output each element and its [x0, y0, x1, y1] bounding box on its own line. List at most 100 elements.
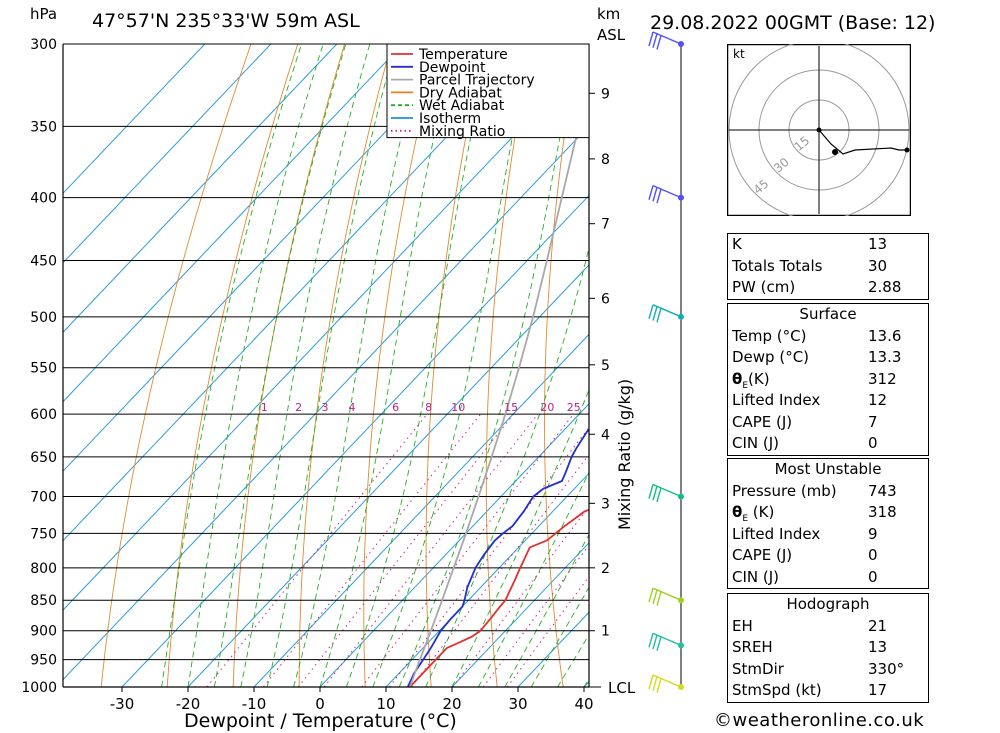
- wet-adiabat-line: [478, 471, 589, 687]
- x-tick-label: 0: [315, 695, 325, 713]
- wind-barb-feather: [652, 634, 658, 650]
- pw-row: PW (cm) 2.88: [732, 278, 902, 296]
- stmdir-row: StmDir 330°: [732, 659, 905, 678]
- pressure-tick-label: 800: [30, 561, 57, 577]
- mixing-ratio-label: 6: [392, 401, 399, 414]
- wind-barb-feather: [652, 589, 658, 605]
- wind-barb-feather: [648, 31, 654, 47]
- wet-adiabat-line: [345, 44, 491, 687]
- isotherm-line: [517, 611, 589, 687]
- wind-barb-feather: [656, 678, 662, 693]
- x-tick-label: 20: [442, 695, 461, 713]
- wind-barb-feather: [652, 33, 658, 48]
- hodograph-title: Hodograph: [786, 595, 870, 613]
- mixing-ratio-label: 10: [451, 401, 465, 414]
- wind-barb-feather: [652, 676, 658, 691]
- isotherm-line: [63, 44, 470, 472]
- isotherm-line: [63, 44, 536, 542]
- surface-table: Surface Temp (°C) 13.6 Dewp (°C) 13.3 θE(K…: [727, 303, 929, 456]
- profile-lines: [406, 84, 589, 687]
- wet-adiabat-line: [557, 633, 589, 687]
- wind-barb-staff: [652, 31, 682, 45]
- eh-row: EH 21: [732, 616, 888, 635]
- hodograph-end-dot: [904, 147, 910, 153]
- wet-adiabat-line: [372, 44, 532, 687]
- wind-barb-feather: [648, 633, 654, 648]
- wind-barb-feather: [656, 636, 662, 651]
- dry-adiabat-line: [232, 44, 346, 687]
- wind-barb-feather: [656, 308, 662, 323]
- dry-adiabat-line: [656, 44, 696, 687]
- wet-adiabat-line: [240, 44, 371, 687]
- surface-cape-row: CAPE (J) 7: [732, 412, 878, 431]
- wind-barb-staff: [652, 483, 682, 498]
- hodograph-track: [816, 127, 910, 155]
- totals-totals-row: Totals Totals 30: [732, 256, 888, 275]
- surface-theta-row: θE(K) 312: [732, 369, 897, 391]
- wind-barb-feather: [656, 35, 662, 50]
- wind-barb-feather: [648, 484, 654, 499]
- pressure-tick-label: 750: [30, 526, 57, 542]
- lcl-label: LCL: [608, 679, 636, 697]
- wet-adiabat-line: [187, 44, 324, 687]
- pressure-tick-label: 300: [30, 37, 57, 53]
- x-tick-label: 40: [574, 695, 593, 713]
- isotherm-line: [63, 44, 404, 403]
- wind-barb-staff: [652, 587, 682, 601]
- isotherm-line: [253, 333, 589, 687]
- location-title: 47°57'N 235°33'W 59m ASL: [92, 10, 360, 32]
- wet-adiabat-line: [266, 44, 397, 687]
- pressure-tick-label: 600: [30, 407, 57, 423]
- mixing-ratio-label: 15: [504, 401, 518, 414]
- x-axis-label: Dewpoint / Temperature (°C): [184, 710, 457, 732]
- surface-temp-row: Temp (°C) 13.6: [732, 326, 902, 345]
- isotherm-line: [63, 44, 338, 333]
- pressure-tick-label: 1000: [21, 680, 57, 696]
- series-parcel-trajectory: [408, 84, 589, 687]
- legend-entry: Mixing Ratio: [419, 124, 505, 140]
- pressure-tick-label: 950: [30, 653, 57, 669]
- dry-adiabat-line: [709, 44, 720, 687]
- km-tick-label: 5: [601, 358, 610, 374]
- datetime-header: 29.08.2022 00GMT (Base: 12): [650, 12, 935, 34]
- km-tick-label: 2: [601, 561, 610, 577]
- credit-text: ©weatheronline.co.uk: [714, 710, 925, 731]
- isotherm-line: [63, 55, 589, 611]
- dry-adiabat-line: [544, 44, 580, 687]
- background-lines: [63, 44, 720, 687]
- storm-motion-dot: [832, 149, 838, 155]
- x-tick-label: -10: [242, 695, 267, 713]
- mu-theta-row: θE (K) 318: [732, 503, 897, 524]
- wind-barb-feather: [648, 674, 654, 690]
- pressure-tick-label: 350: [30, 119, 57, 135]
- k-index-row: K 13: [732, 235, 888, 253]
- stmspd-row: StmSpd (kt) 17: [732, 681, 888, 699]
- legend-entry: Dry Adiabat: [419, 85, 502, 101]
- wind-barbs: [648, 31, 684, 693]
- km-tick-label: 3: [601, 496, 610, 512]
- mixing-ratio-label: 1: [261, 401, 268, 414]
- datetime-title: 29.08.2022 00GMT (Base: 12): [650, 12, 935, 34]
- pressure-tick-label: 900: [30, 624, 57, 640]
- wet-adiabat-line: [293, 44, 425, 687]
- indices-table: K 13 Totals Totals 30 PW (cm) 2.88: [727, 233, 929, 300]
- surface-dewp-row: Dewp (°C) 13.3: [732, 348, 902, 366]
- wind-barb-feather: [648, 588, 654, 603]
- wind-barb-feather: [652, 486, 658, 501]
- pressure-tick-label: 650: [30, 450, 57, 466]
- pressure-tick-label: 500: [30, 310, 57, 326]
- wind-barb-feather: [652, 306, 658, 321]
- km-tick-label: 8: [601, 152, 610, 168]
- pressure-tick-label: 700: [30, 490, 57, 506]
- hodograph-table: Hodograph EH 21 SREH 13 StmDir 330° StmSpd …: [727, 593, 929, 703]
- isotherm-line: [451, 542, 589, 687]
- most-unstable-table: Most Unstable Pressure (mb) 743 θE (K) 318…: [727, 458, 929, 589]
- hodograph-unit-label: kt: [733, 47, 745, 61]
- surface-title: Surface: [799, 305, 857, 323]
- mixing-ratio-line: [297, 413, 514, 687]
- mixing-ratio-line: [389, 426, 589, 687]
- x-tick-label: -30: [110, 695, 135, 713]
- isotherm-line: [63, 125, 589, 681]
- wind-barb-feather: [648, 304, 654, 320]
